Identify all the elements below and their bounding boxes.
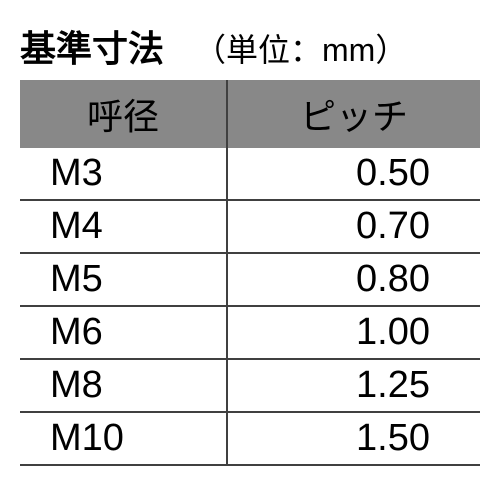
- table-title: 基準寸法: [20, 20, 164, 72]
- table-row: M3 0.50: [20, 148, 480, 200]
- title-row: 基準寸法 （単位：mm）: [20, 20, 480, 72]
- cell-pitch: 1.25: [227, 359, 480, 412]
- table-row: M8 1.25: [20, 359, 480, 412]
- cell-size: M8: [20, 359, 227, 412]
- table-header-row: 呼径 ピッチ: [20, 80, 480, 148]
- cell-pitch: 1.50: [227, 412, 480, 465]
- cell-size: M10: [20, 412, 227, 465]
- cell-size: M5: [20, 253, 227, 306]
- table-row: M10 1.50: [20, 412, 480, 465]
- cell-pitch: 0.50: [227, 148, 480, 200]
- unit-label: （単位：mm）: [194, 25, 407, 71]
- cell-size: M6: [20, 306, 227, 359]
- cell-pitch: 0.80: [227, 253, 480, 306]
- cell-pitch: 0.70: [227, 200, 480, 253]
- table-row: M5 0.80: [20, 253, 480, 306]
- column-header-pitch: ピッチ: [227, 80, 480, 148]
- cell-size: M4: [20, 200, 227, 253]
- column-header-size: 呼径: [20, 80, 227, 148]
- table-row: M6 1.00: [20, 306, 480, 359]
- table-row: M4 0.70: [20, 200, 480, 253]
- cell-size: M3: [20, 148, 227, 200]
- dimension-table-container: 基準寸法 （単位：mm） 呼径 ピッチ M3 0.50 M4 0.70 M5 0…: [20, 20, 480, 466]
- dimension-table: 呼径 ピッチ M3 0.50 M4 0.70 M5 0.80 M6 1.00 M: [20, 80, 480, 466]
- table-body: M3 0.50 M4 0.70 M5 0.80 M6 1.00 M8 1.25 …: [20, 148, 480, 465]
- cell-pitch: 1.00: [227, 306, 480, 359]
